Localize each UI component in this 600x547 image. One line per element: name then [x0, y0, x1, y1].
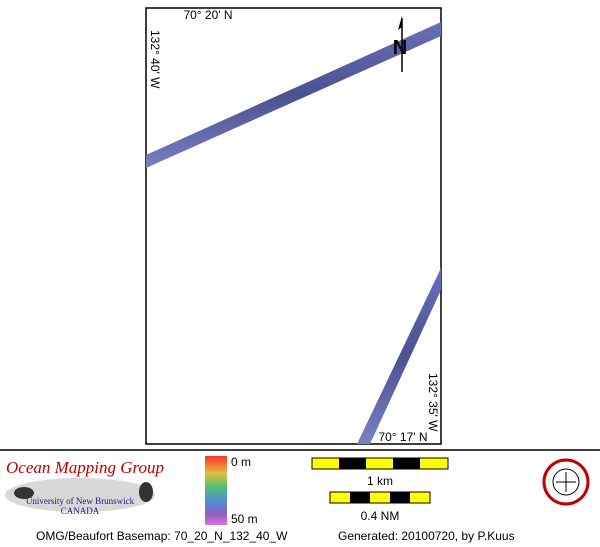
organization-name: Ocean Mapping Group: [6, 458, 164, 477]
latitude-label: 70° 17' N: [378, 430, 427, 444]
university-name: University of New Brunswick: [26, 496, 135, 506]
longitude-label: 132° 35' W: [426, 373, 440, 432]
logo-image: [14, 487, 34, 499]
nm-scale-label: 0.4 NM: [361, 509, 400, 523]
latitude-label: 70° 20' N: [183, 8, 232, 22]
depth-colorbar: [205, 456, 227, 525]
longitude-label: 132° 40' W: [148, 30, 162, 89]
km-scale-label: 1 km: [367, 474, 393, 488]
north-arrow-head: [398, 16, 402, 30]
country-name: CANADA: [61, 506, 100, 516]
seal-logo: [542, 458, 590, 506]
generated-caption: Generated: 20100720, by P.Kuus: [338, 529, 515, 543]
survey-swath: [146, 22, 441, 168]
nm-scale-bar: [329, 491, 431, 504]
survey-swath: [357, 268, 441, 444]
logo-image: [5, 478, 155, 512]
depth-label: 0 m: [231, 455, 251, 469]
basemap-caption: OMG/Beaufort Basemap: 70_20_N_132_40_W: [36, 529, 288, 543]
depth-label: 50 m: [231, 512, 258, 526]
north-arrow-label: N: [393, 37, 407, 59]
km-scale-bar: [311, 457, 449, 470]
logo-image: [139, 482, 153, 502]
